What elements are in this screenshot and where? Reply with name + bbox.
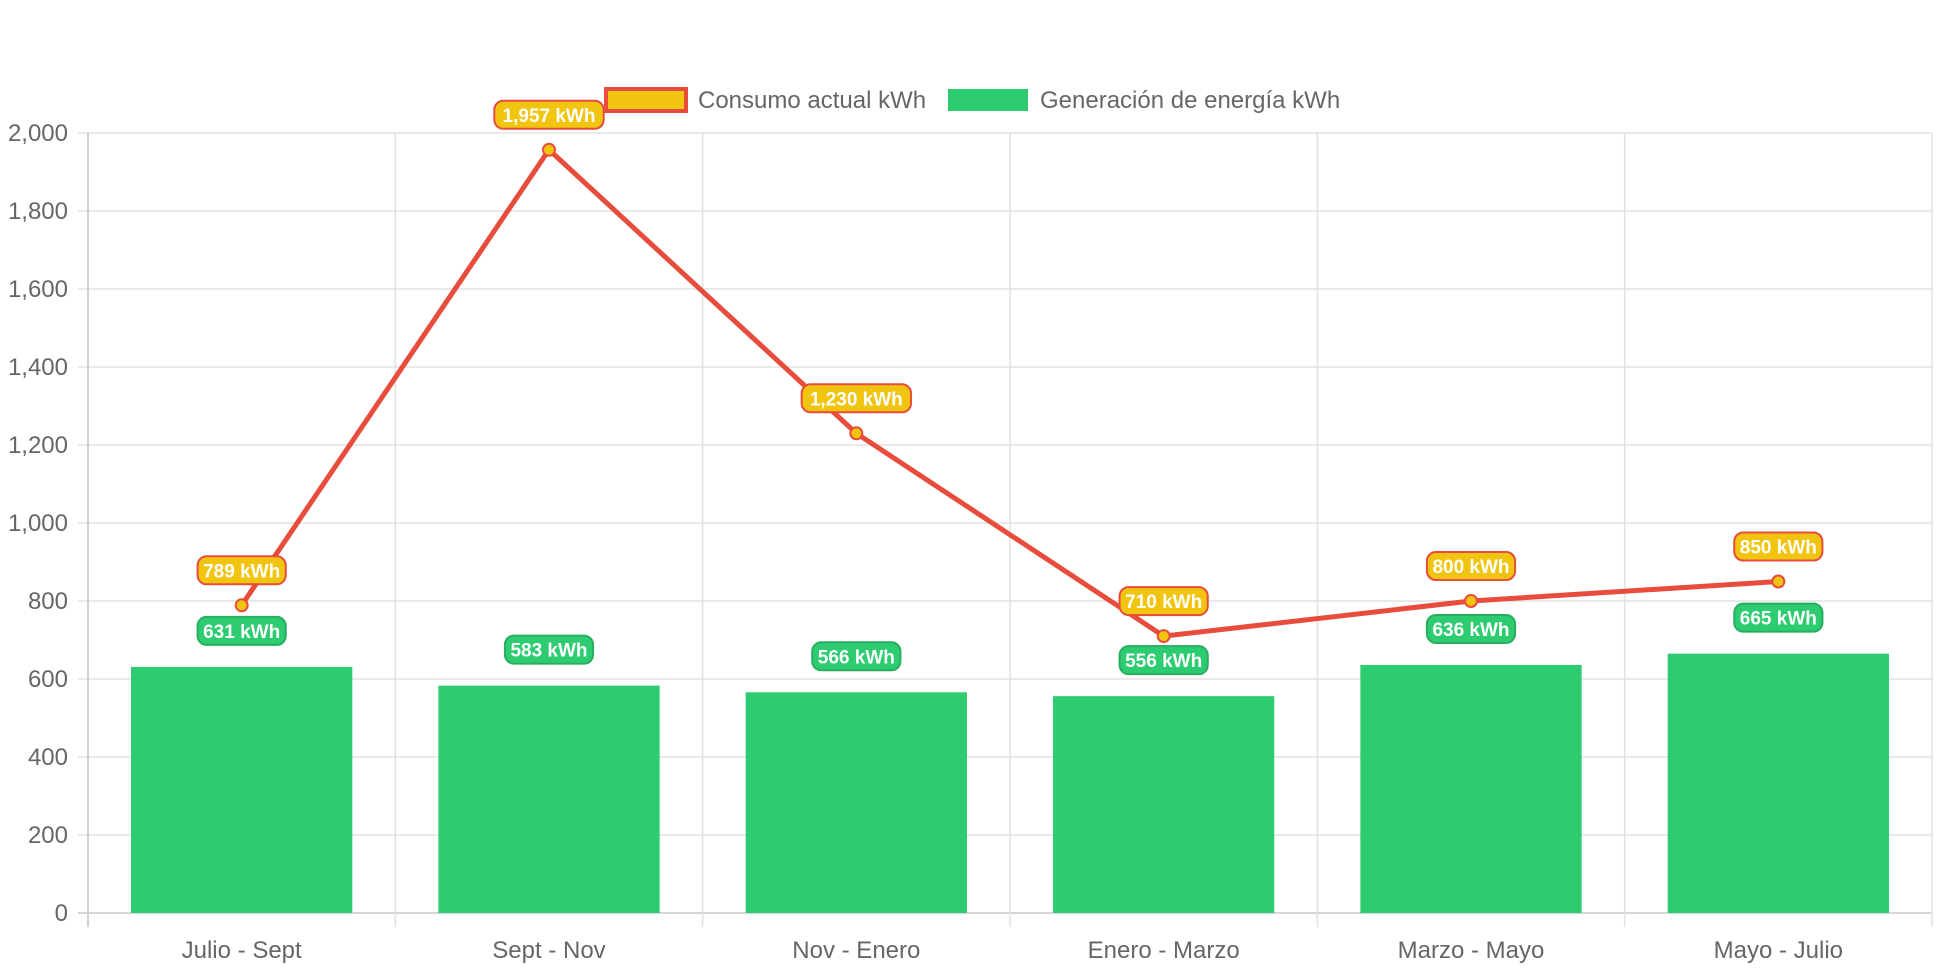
data-label-generacion-text: 583 kWh xyxy=(510,641,587,662)
x-tick-label: Nov - Enero xyxy=(792,937,920,964)
bar-generacion xyxy=(438,685,660,913)
x-tick-label: Enero - Marzo xyxy=(1088,937,1240,964)
data-label-generacion-text: 665 kWh xyxy=(1740,609,1817,630)
y-tick-label: 200 xyxy=(28,822,68,849)
data-label-consumo-text: 789 kWh xyxy=(203,561,280,582)
data-label-consumo-text: 1,230 kWh xyxy=(810,389,903,410)
point-consumo xyxy=(1156,629,1171,644)
data-label-consumo: 850 kWh xyxy=(1733,531,1824,562)
y-tick-label: 1,600 xyxy=(8,276,68,303)
data-label-generacion-text: 631 kWh xyxy=(203,622,280,643)
data-label-generacion-bg xyxy=(503,634,595,665)
line-consumo xyxy=(239,147,1779,639)
bar-generacion xyxy=(1360,664,1582,913)
data-label-generacion-bg xyxy=(196,615,287,646)
data-label-generacion: 566 kWh xyxy=(811,641,902,672)
data-label-consumo-bg xyxy=(196,555,287,586)
bar-generacion xyxy=(1667,653,1889,913)
y-tick-label: 2,000 xyxy=(8,120,68,147)
data-labels: 631 kWh 583 kWh 566 kWh 556 kWh 636 kWh 665 k… xyxy=(196,99,1824,676)
data-label-generacion: 583 kWh xyxy=(503,634,595,665)
y-axis: 0 200 400 600 800 1,000 1,200 1,400 1,600 1,800 2,… xyxy=(8,120,68,927)
legend-label-consumo: Consumo actual kWh xyxy=(698,87,926,114)
legend-item-consumo[interactable]: Consumo actual kWh xyxy=(604,87,926,114)
x-tick-label: Mayo - Julio xyxy=(1714,937,1843,964)
point-consumo xyxy=(849,426,864,441)
y-tick-label: 800 xyxy=(28,588,68,615)
data-label-generacion-text: 556 kWh xyxy=(1125,651,1202,672)
bar-generacion xyxy=(745,692,967,913)
data-label-generacion-text: 566 kWh xyxy=(818,647,895,668)
data-label-consumo-text: 710 kWh xyxy=(1125,592,1202,613)
bar-generacion xyxy=(131,666,353,913)
point-consumo xyxy=(234,598,249,613)
data-label-consumo-bg xyxy=(800,383,913,414)
data-label-generacion-bg xyxy=(811,641,902,672)
data-label-generacion: 556 kWh xyxy=(1118,645,1209,676)
data-label-consumo-text: 1,957 kWh xyxy=(503,106,596,127)
y-tick-label: 600 xyxy=(28,666,68,693)
y-tick-label: 1,000 xyxy=(8,510,68,537)
data-label-consumo-bg xyxy=(1733,531,1824,562)
y-tick-label: 400 xyxy=(28,744,68,771)
point-consumo xyxy=(1464,594,1478,608)
legend-swatch-consumo xyxy=(604,87,688,113)
point-consumo xyxy=(542,142,556,157)
legend[interactable]: Consumo actual kWh Generación de energía… xyxy=(604,87,1340,114)
data-label-consumo-bg xyxy=(493,99,605,130)
y-tick-label: 0 xyxy=(55,900,68,927)
data-label-consumo: 710 kWh xyxy=(1118,586,1209,617)
line-series xyxy=(234,142,1786,644)
data-label-consumo-bg xyxy=(1118,586,1209,617)
bar-generacion xyxy=(1053,696,1275,913)
data-label-generacion-bg xyxy=(1733,602,1824,633)
y-tick-label: 1,200 xyxy=(8,432,68,459)
data-label-generacion-text: 636 kWh xyxy=(1432,620,1509,641)
data-label-generacion: 636 kWh xyxy=(1425,613,1517,644)
y-tick-label: 1,400 xyxy=(8,354,68,381)
x-tick-label: Marzo - Mayo xyxy=(1398,937,1545,964)
data-label-generacion-bg xyxy=(1118,645,1209,676)
data-label-consumo: 1,230 kWh xyxy=(800,383,913,414)
data-label-consumo-text: 850 kWh xyxy=(1740,538,1817,559)
x-tick-label: Sept - Nov xyxy=(492,937,605,964)
data-label-generacion: 665 kWh xyxy=(1733,602,1824,633)
x-tick-label: Julio - Sept xyxy=(182,937,302,964)
data-label-consumo: 800 kWh xyxy=(1425,551,1517,581)
legend-item-generacion[interactable]: Generación de energía kWh xyxy=(948,87,1340,114)
x-axis: Julio - Sept Sept - Nov Nov - Enero Enero -… xyxy=(182,937,1843,964)
y-tick-label: 1,800 xyxy=(8,198,68,225)
data-label-consumo-text: 800 kWh xyxy=(1432,557,1509,578)
data-label-consumo: 1,957 kWh xyxy=(493,99,605,130)
data-label-consumo-bg xyxy=(1425,551,1517,581)
grid-lines xyxy=(78,132,1933,927)
bar-series xyxy=(131,653,1889,913)
legend-label-generacion: Generación de energía kWh xyxy=(1040,87,1340,114)
legend-swatch-generacion xyxy=(948,89,1028,111)
data-label-consumo: 789 kWh xyxy=(196,555,287,586)
point-consumo xyxy=(1771,574,1786,589)
data-label-generacion-bg xyxy=(1425,613,1517,644)
data-label-generacion: 631 kWh xyxy=(196,615,287,646)
